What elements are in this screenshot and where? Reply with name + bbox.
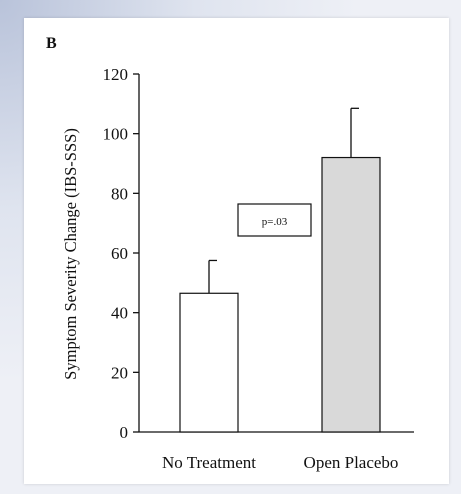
bar-open-placebo (321, 156, 381, 433)
y-tick-label: 120 (103, 65, 129, 84)
x-category-label: Open Placebo (304, 453, 399, 472)
bar-no-treatment (179, 292, 239, 433)
bars-group (179, 156, 381, 433)
p-value-annotation: p=.03 (237, 203, 312, 237)
y-tick-label: 60 (111, 244, 128, 263)
y-tick-label: 100 (103, 125, 129, 144)
x-category-label: No Treatment (162, 453, 256, 472)
y-tick-label: 0 (120, 423, 129, 442)
error-bars-group (208, 107, 359, 294)
y-axis: 0 20 40 60 80 100 120 (103, 65, 140, 442)
y-axis-title: Symptom Severity Change (IBS-SSS) (61, 128, 80, 380)
panel-label: B (46, 35, 57, 52)
p-value-box (237, 203, 312, 237)
p-value-text: p=.03 (262, 216, 288, 228)
y-tick-label: 20 (111, 363, 128, 382)
x-axis: No Treatment Open Placebo (139, 431, 414, 472)
y-tick-label: 40 (111, 304, 128, 323)
y-tick-label: 80 (111, 184, 128, 203)
